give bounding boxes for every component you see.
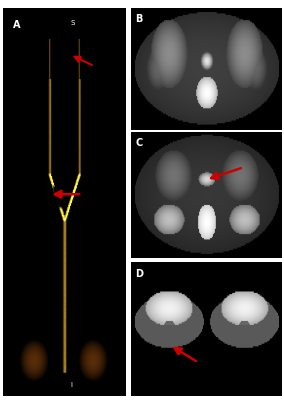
Text: D: D [135, 269, 143, 279]
Text: B: B [135, 14, 143, 24]
Text: S: S [70, 20, 74, 26]
Text: A: A [12, 20, 20, 30]
Text: I: I [70, 382, 72, 388]
Text: C: C [135, 138, 142, 148]
